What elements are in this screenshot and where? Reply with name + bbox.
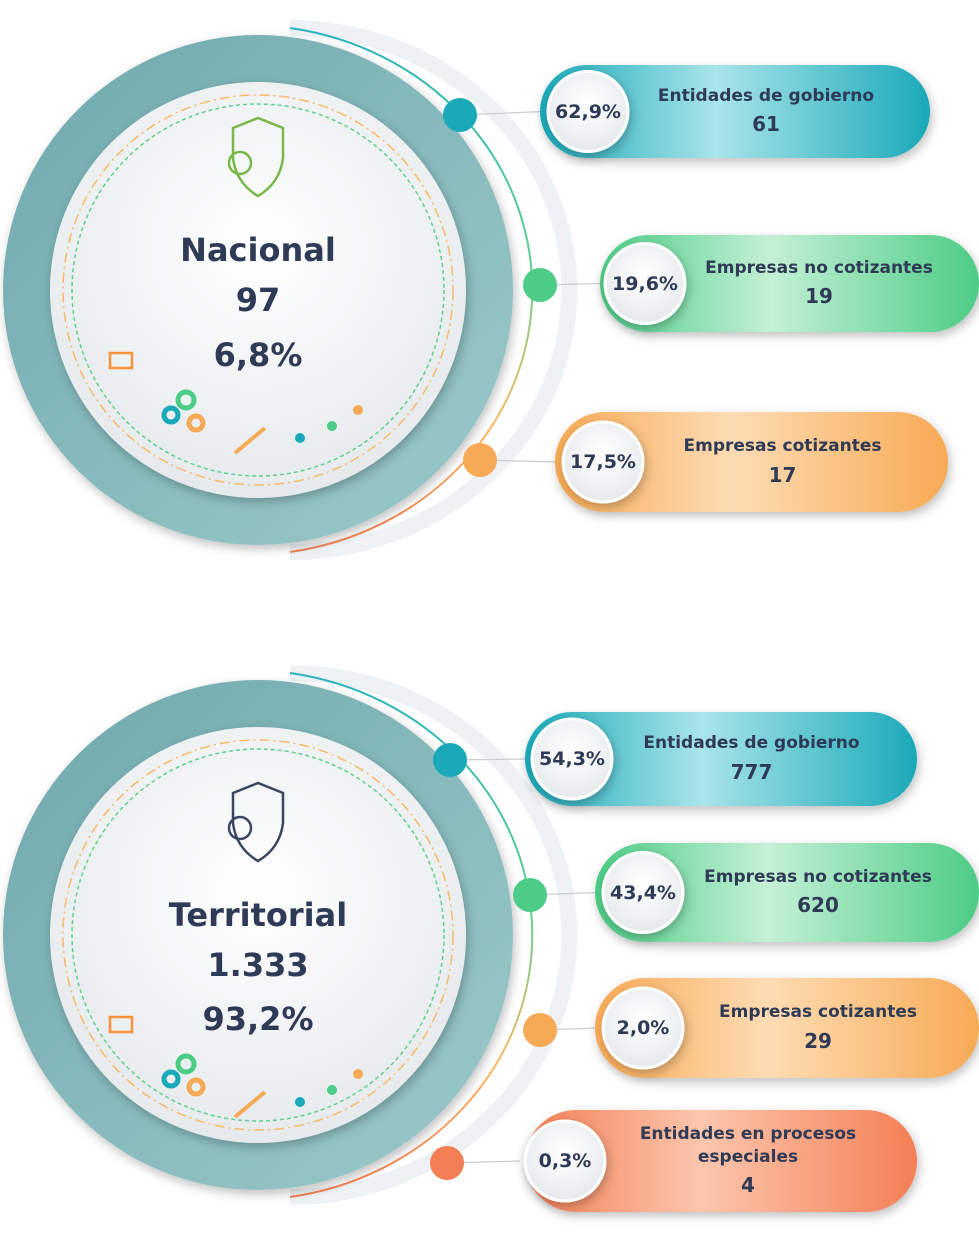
center-title: Territorial — [108, 896, 408, 934]
deco-dot — [295, 433, 305, 443]
item-percent: 43,4% — [598, 848, 688, 938]
deco-dot — [295, 1097, 305, 1107]
item-percent: 19,6% — [600, 239, 690, 329]
item-text: Entidades de gobierno 61 — [630, 65, 902, 158]
item-count: 61 — [752, 111, 780, 138]
infographic: Nacional976,8%62,9%Entidades de gobierno… — [0, 0, 979, 1248]
item-count: 4 — [741, 1172, 755, 1199]
dot — [430, 1146, 464, 1180]
deco-dot — [327, 421, 337, 431]
item-label: Empresas no cotizantes — [704, 866, 932, 889]
item-count: 29 — [804, 1028, 832, 1055]
item-label: Entidades en procesos especiales — [628, 1123, 868, 1169]
item-text: Empresas cotizantes 29 — [685, 978, 951, 1078]
center-count: 97 — [108, 281, 408, 319]
item-count: 19 — [805, 283, 833, 310]
item-count: 17 — [769, 462, 797, 489]
item-text: Empresas no cotizantes 620 — [685, 843, 951, 942]
item-text: Entidades en procesos especiales 4 — [607, 1110, 889, 1212]
dot — [513, 878, 547, 912]
item-percent: 17,5% — [558, 417, 648, 507]
dot — [523, 1013, 557, 1047]
center-title: Nacional — [108, 231, 408, 269]
item-percent: 62,9% — [543, 67, 633, 157]
deco-dot — [353, 405, 363, 415]
item-label: Entidades de gobierno — [658, 85, 874, 108]
deco-dot — [327, 1085, 337, 1095]
center-percent: 93,2% — [108, 1000, 408, 1038]
item-count: 777 — [731, 759, 773, 786]
item-label: Empresas cotizantes — [684, 435, 882, 458]
dot — [443, 98, 477, 132]
dot — [523, 268, 557, 302]
item-text: Empresas no cotizantes 19 — [687, 235, 951, 332]
dot — [433, 743, 467, 777]
item-label: Empresas no cotizantes — [705, 257, 933, 280]
item-label: Entidades de gobierno — [643, 732, 859, 755]
item-text: Empresas cotizantes 17 — [645, 412, 920, 512]
item-count: 620 — [797, 892, 839, 919]
center-percent: 6,8% — [108, 336, 408, 374]
center-count: 1.333 — [108, 946, 408, 984]
deco-dot — [353, 1069, 363, 1079]
item-text: Entidades de gobierno 777 — [614, 712, 889, 806]
dot — [463, 443, 497, 477]
item-percent: 0,3% — [520, 1116, 610, 1206]
item-label: Empresas cotizantes — [719, 1001, 917, 1024]
item-percent: 54,3% — [527, 714, 617, 804]
item-percent: 2,0% — [598, 983, 688, 1073]
inner-circle — [50, 727, 466, 1143]
